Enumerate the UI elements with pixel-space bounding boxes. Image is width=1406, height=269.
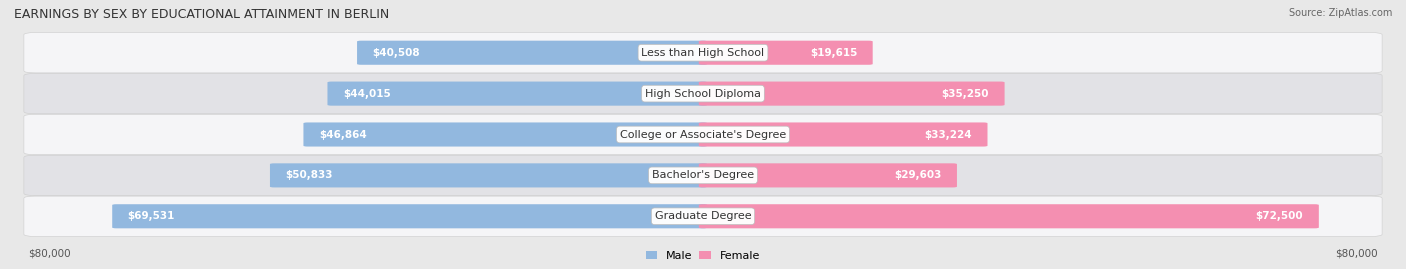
Text: $19,615: $19,615 bbox=[810, 48, 858, 58]
Text: $33,224: $33,224 bbox=[924, 129, 972, 140]
Text: $80,000: $80,000 bbox=[28, 248, 70, 258]
Text: Graduate Degree: Graduate Degree bbox=[655, 211, 751, 221]
Legend: Male, Female: Male, Female bbox=[647, 251, 759, 261]
Text: $29,603: $29,603 bbox=[894, 170, 942, 180]
Text: EARNINGS BY SEX BY EDUCATIONAL ATTAINMENT IN BERLIN: EARNINGS BY SEX BY EDUCATIONAL ATTAINMEN… bbox=[14, 8, 389, 21]
Text: Source: ZipAtlas.com: Source: ZipAtlas.com bbox=[1288, 8, 1392, 18]
Text: $80,000: $80,000 bbox=[1336, 248, 1378, 258]
Text: Less than High School: Less than High School bbox=[641, 48, 765, 58]
Text: $50,833: $50,833 bbox=[285, 170, 333, 180]
Text: $40,508: $40,508 bbox=[373, 48, 420, 58]
Text: $44,015: $44,015 bbox=[343, 89, 391, 99]
Text: $69,531: $69,531 bbox=[128, 211, 176, 221]
Text: $35,250: $35,250 bbox=[942, 89, 990, 99]
Text: $72,500: $72,500 bbox=[1256, 211, 1303, 221]
Text: $46,864: $46,864 bbox=[319, 129, 367, 140]
Text: College or Associate's Degree: College or Associate's Degree bbox=[620, 129, 786, 140]
Text: Bachelor's Degree: Bachelor's Degree bbox=[652, 170, 754, 180]
Text: High School Diploma: High School Diploma bbox=[645, 89, 761, 99]
